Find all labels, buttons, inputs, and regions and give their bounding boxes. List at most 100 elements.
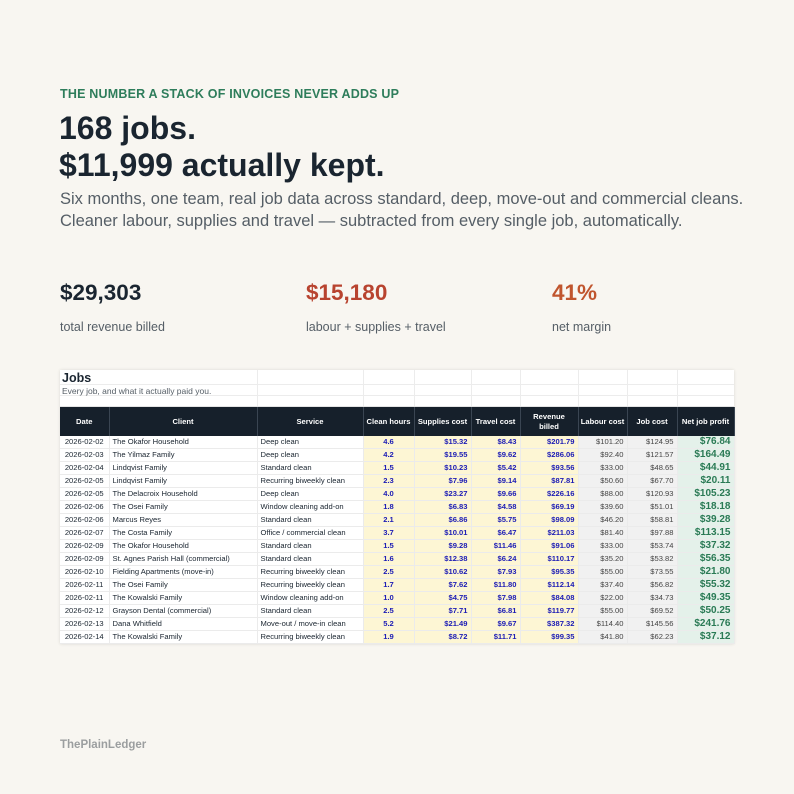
cell-client[interactable]: The Costa Family: [109, 526, 258, 540]
cell-date[interactable]: 2026-02-09: [60, 539, 110, 553]
cell-travel-cost[interactable]: $6.47: [471, 526, 521, 540]
cell-client[interactable]: St. Agnes Parish Hall (commercial): [109, 552, 258, 566]
cell-job-cost[interactable]: $145.56: [627, 617, 678, 631]
cell-clean-hours[interactable]: 1.5: [363, 461, 415, 475]
cell-job-cost[interactable]: $48.65: [627, 461, 678, 475]
cell-supplies-cost[interactable]: $6.83: [414, 500, 472, 514]
cell-clean-hours[interactable]: 2.3: [363, 474, 415, 488]
cell-service[interactable]: Standard clean: [257, 461, 364, 475]
cell-job-cost[interactable]: $34.73: [627, 591, 678, 605]
cell-travel-cost[interactable]: $9.66: [471, 487, 521, 501]
cell-travel-cost[interactable]: $9.14: [471, 474, 521, 488]
cell-job-cost[interactable]: $69.52: [627, 604, 678, 618]
cell-client[interactable]: The Kowalski Family: [109, 630, 258, 644]
cell-labour-cost[interactable]: $39.60: [578, 500, 628, 514]
column-header-client[interactable]: Client: [109, 407, 258, 436]
cell-net-job-profit[interactable]: $39.28: [677, 513, 735, 527]
cell-supplies-cost[interactable]: $7.96: [414, 474, 472, 488]
cell-net-job-profit[interactable]: $18.18: [677, 500, 735, 514]
column-header-service[interactable]: Service: [257, 407, 364, 436]
cell-service[interactable]: Standard clean: [257, 552, 364, 566]
cell-travel-cost[interactable]: $5.75: [471, 513, 521, 527]
cell-revenue-billed[interactable]: $211.03: [520, 526, 579, 540]
cell-net-job-profit[interactable]: $164.49: [677, 448, 735, 462]
cell-client[interactable]: The Yilmaz Family: [109, 448, 258, 462]
cell-clean-hours[interactable]: 2.5: [363, 565, 415, 579]
cell-net-job-profit[interactable]: $113.15: [677, 526, 735, 540]
cell-supplies-cost[interactable]: $10.62: [414, 565, 472, 579]
cell-service[interactable]: Window cleaning add-on: [257, 500, 364, 514]
cell-travel-cost[interactable]: $6.81: [471, 604, 521, 618]
cell-clean-hours[interactable]: 1.9: [363, 630, 415, 644]
column-header-revenue-billed[interactable]: Revenue billed: [520, 407, 579, 436]
cell-service[interactable]: Window cleaning add-on: [257, 591, 364, 605]
column-header-clean-hours[interactable]: Clean hours: [363, 407, 415, 436]
cell-labour-cost[interactable]: $41.80: [578, 630, 628, 644]
cell-travel-cost[interactable]: $4.58: [471, 500, 521, 514]
cell-date[interactable]: 2026-02-09: [60, 552, 110, 566]
cell-revenue-billed[interactable]: $93.56: [520, 461, 579, 475]
cell-revenue-billed[interactable]: $112.14: [520, 578, 579, 592]
cell-job-cost[interactable]: $58.81: [627, 513, 678, 527]
cell-service[interactable]: Move-out / move-in clean: [257, 617, 364, 631]
cell-service[interactable]: Recurring biweekly clean: [257, 630, 364, 644]
cell-client[interactable]: The Delacroix Household: [109, 487, 258, 501]
cell-net-job-profit[interactable]: $44.91: [677, 461, 735, 475]
cell-supplies-cost[interactable]: $10.01: [414, 526, 472, 540]
cell-clean-hours[interactable]: 5.2: [363, 617, 415, 631]
cell-service[interactable]: Standard clean: [257, 539, 364, 553]
cell-labour-cost[interactable]: $33.00: [578, 461, 628, 475]
cell-job-cost[interactable]: $97.88: [627, 526, 678, 540]
cell-job-cost[interactable]: $73.55: [627, 565, 678, 579]
cell-labour-cost[interactable]: $37.40: [578, 578, 628, 592]
column-header-net-job-profit[interactable]: Net job profit: [677, 407, 735, 436]
cell-service[interactable]: Standard clean: [257, 604, 364, 618]
cell-clean-hours[interactable]: 4.2: [363, 448, 415, 462]
cell-supplies-cost[interactable]: $19.55: [414, 448, 472, 462]
cell-clean-hours[interactable]: 3.7: [363, 526, 415, 540]
cell-job-cost[interactable]: $62.23: [627, 630, 678, 644]
cell-service[interactable]: Recurring biweekly clean: [257, 578, 364, 592]
cell-job-cost[interactable]: $124.95: [627, 436, 678, 449]
cell-revenue-billed[interactable]: $87.81: [520, 474, 579, 488]
cell-date[interactable]: 2026-02-11: [60, 578, 110, 592]
cell-date[interactable]: 2026-02-05: [60, 487, 110, 501]
cell-client[interactable]: The Kowalski Family: [109, 591, 258, 605]
cell-service[interactable]: Standard clean: [257, 513, 364, 527]
cell-clean-hours[interactable]: 1.6: [363, 552, 415, 566]
cell-service[interactable]: Office / commercial clean: [257, 526, 364, 540]
cell-supplies-cost[interactable]: $10.23: [414, 461, 472, 475]
cell-job-cost[interactable]: $121.57: [627, 448, 678, 462]
cell-clean-hours[interactable]: 4.6: [363, 436, 415, 449]
cell-supplies-cost[interactable]: $23.27: [414, 487, 472, 501]
cell-net-job-profit[interactable]: $37.12: [677, 630, 735, 644]
cell-supplies-cost[interactable]: $8.72: [414, 630, 472, 644]
cell-clean-hours[interactable]: 2.5: [363, 604, 415, 618]
cell-date[interactable]: 2026-02-03: [60, 448, 110, 462]
column-header-supplies-cost[interactable]: Supplies cost: [414, 407, 472, 436]
cell-clean-hours[interactable]: 4.0: [363, 487, 415, 501]
cell-service[interactable]: Recurring biweekly clean: [257, 565, 364, 579]
cell-client[interactable]: Marcus Reyes: [109, 513, 258, 527]
cell-travel-cost[interactable]: $7.98: [471, 591, 521, 605]
cell-clean-hours[interactable]: 1.5: [363, 539, 415, 553]
cell-revenue-billed[interactable]: $98.09: [520, 513, 579, 527]
cell-revenue-billed[interactable]: $119.77: [520, 604, 579, 618]
cell-date[interactable]: 2026-02-06: [60, 500, 110, 514]
cell-supplies-cost[interactable]: $6.86: [414, 513, 472, 527]
cell-net-job-profit[interactable]: $105.23: [677, 487, 735, 501]
cell-net-job-profit[interactable]: $49.35: [677, 591, 735, 605]
cell-revenue-billed[interactable]: $99.35: [520, 630, 579, 644]
cell-supplies-cost[interactable]: $15.32: [414, 436, 472, 449]
cell-supplies-cost[interactable]: $7.62: [414, 578, 472, 592]
cell-service[interactable]: Deep clean: [257, 436, 364, 449]
cell-date[interactable]: 2026-02-13: [60, 617, 110, 631]
cell-revenue-billed[interactable]: $201.79: [520, 436, 579, 449]
cell-client[interactable]: Lindqvist Family: [109, 461, 258, 475]
cell-net-job-profit[interactable]: $76.84: [677, 436, 735, 449]
cell-service[interactable]: Recurring biweekly clean: [257, 474, 364, 488]
cell-travel-cost[interactable]: $9.62: [471, 448, 521, 462]
cell-travel-cost[interactable]: $6.24: [471, 552, 521, 566]
cell-date[interactable]: 2026-02-10: [60, 565, 110, 579]
cell-date[interactable]: 2026-02-04: [60, 461, 110, 475]
